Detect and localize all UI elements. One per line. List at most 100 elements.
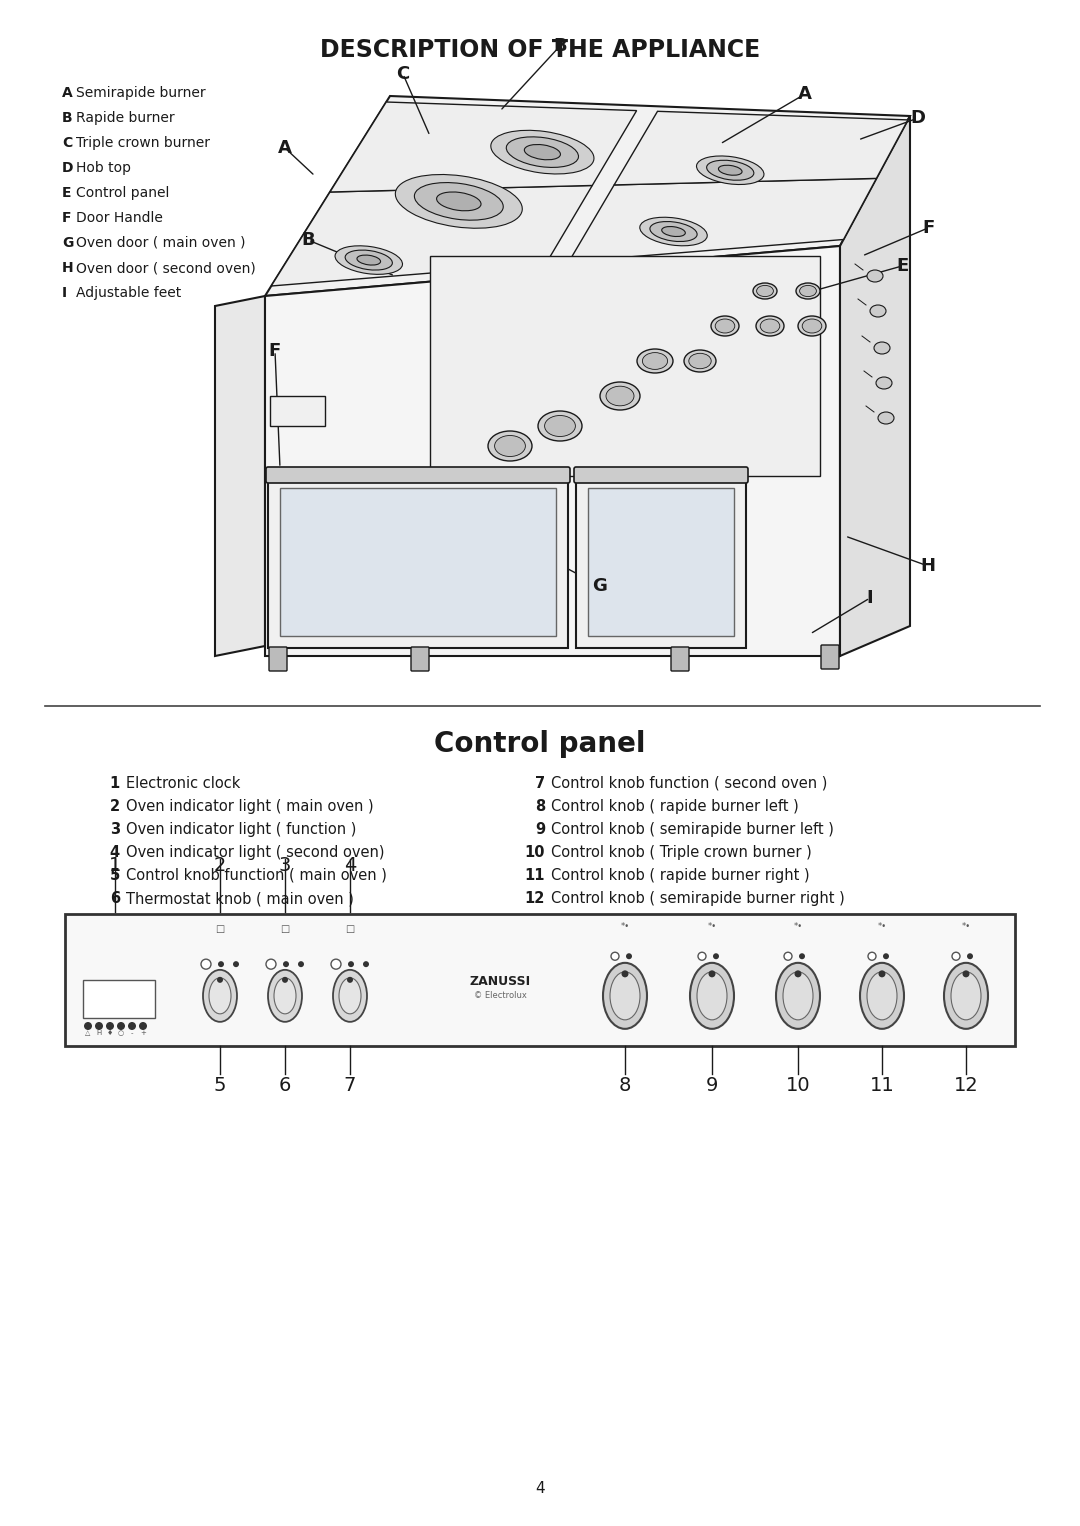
Text: 8: 8 xyxy=(535,800,545,813)
Text: 4: 4 xyxy=(343,856,356,874)
Text: Rapide burner: Rapide burner xyxy=(76,111,175,125)
Text: 7: 7 xyxy=(535,777,545,790)
Ellipse shape xyxy=(436,192,481,211)
Ellipse shape xyxy=(718,165,742,175)
FancyBboxPatch shape xyxy=(270,397,325,426)
Text: □: □ xyxy=(281,925,289,934)
Ellipse shape xyxy=(544,415,576,436)
Text: ○: ○ xyxy=(118,1030,124,1036)
Ellipse shape xyxy=(346,250,392,270)
Ellipse shape xyxy=(876,377,892,389)
Circle shape xyxy=(713,954,719,960)
Polygon shape xyxy=(569,179,876,262)
Ellipse shape xyxy=(684,349,716,372)
Polygon shape xyxy=(265,246,840,656)
Text: Control knob ( semirapide burner left ): Control knob ( semirapide burner left ) xyxy=(551,823,834,836)
Ellipse shape xyxy=(488,430,532,461)
Text: B: B xyxy=(301,230,314,249)
Circle shape xyxy=(878,971,886,977)
Ellipse shape xyxy=(662,226,686,237)
Text: Control knob ( semirapide burner right ): Control knob ( semirapide burner right ) xyxy=(551,891,845,906)
Polygon shape xyxy=(271,186,592,285)
Text: □: □ xyxy=(346,925,354,934)
Text: I: I xyxy=(62,285,67,301)
Circle shape xyxy=(282,977,288,983)
Ellipse shape xyxy=(878,412,894,424)
Circle shape xyxy=(283,961,289,967)
Text: *•: *• xyxy=(794,922,802,931)
Ellipse shape xyxy=(210,978,231,1013)
Text: Electronic clock: Electronic clock xyxy=(126,777,241,790)
Text: C: C xyxy=(62,136,72,150)
Text: Triple crown burner: Triple crown burner xyxy=(76,136,210,150)
Text: Door Handle: Door Handle xyxy=(76,211,163,224)
Text: 1: 1 xyxy=(110,777,120,790)
Text: 12: 12 xyxy=(954,1076,978,1096)
Ellipse shape xyxy=(802,319,822,333)
Text: B: B xyxy=(62,111,72,125)
Text: G: G xyxy=(62,237,73,250)
Circle shape xyxy=(611,952,619,960)
Text: Control knob function ( second oven ): Control knob function ( second oven ) xyxy=(551,777,827,790)
Text: Control panel: Control panel xyxy=(434,729,646,758)
Ellipse shape xyxy=(689,354,712,369)
Ellipse shape xyxy=(333,971,367,1022)
Circle shape xyxy=(106,1022,114,1030)
Text: Oven indicator light ( main oven ): Oven indicator light ( main oven ) xyxy=(126,800,374,813)
Ellipse shape xyxy=(874,342,890,354)
Text: Adjustable feet: Adjustable feet xyxy=(76,285,181,301)
Text: 5: 5 xyxy=(110,868,120,884)
Polygon shape xyxy=(840,116,910,656)
Text: A: A xyxy=(798,85,812,102)
Ellipse shape xyxy=(870,305,886,317)
Text: 5: 5 xyxy=(214,1076,226,1096)
Circle shape xyxy=(626,954,632,960)
Ellipse shape xyxy=(639,217,707,246)
Ellipse shape xyxy=(524,145,561,160)
Text: 4: 4 xyxy=(110,845,120,861)
Text: F: F xyxy=(62,211,71,224)
Ellipse shape xyxy=(783,972,813,1019)
Circle shape xyxy=(95,1022,103,1030)
Bar xyxy=(83,980,156,1018)
Polygon shape xyxy=(215,296,265,656)
Text: -: - xyxy=(131,1030,133,1036)
Text: 6: 6 xyxy=(279,1076,292,1096)
Text: 11: 11 xyxy=(525,868,545,884)
Ellipse shape xyxy=(490,130,594,174)
Text: Oven indicator light ( function ): Oven indicator light ( function ) xyxy=(126,823,356,836)
Circle shape xyxy=(784,952,792,960)
FancyBboxPatch shape xyxy=(588,488,734,636)
Circle shape xyxy=(868,952,876,960)
Circle shape xyxy=(201,960,211,969)
Ellipse shape xyxy=(610,972,640,1019)
Bar xyxy=(65,914,1015,1045)
Ellipse shape xyxy=(643,353,667,369)
Ellipse shape xyxy=(650,221,697,241)
Ellipse shape xyxy=(798,316,826,336)
Ellipse shape xyxy=(711,316,739,336)
Ellipse shape xyxy=(495,435,525,456)
FancyBboxPatch shape xyxy=(280,488,556,636)
Text: *•: *• xyxy=(961,922,971,931)
FancyBboxPatch shape xyxy=(576,476,746,649)
Polygon shape xyxy=(615,111,908,185)
Text: H: H xyxy=(62,261,73,275)
Text: D: D xyxy=(62,162,73,175)
FancyBboxPatch shape xyxy=(573,467,748,484)
Ellipse shape xyxy=(603,963,647,1029)
Ellipse shape xyxy=(637,349,673,372)
Ellipse shape xyxy=(753,282,777,299)
Ellipse shape xyxy=(335,246,403,275)
Circle shape xyxy=(233,961,239,967)
Circle shape xyxy=(951,952,960,960)
Circle shape xyxy=(708,971,715,977)
Text: 12: 12 xyxy=(525,891,545,906)
Text: *•: *• xyxy=(620,922,630,931)
Text: 7: 7 xyxy=(343,1076,356,1096)
Ellipse shape xyxy=(697,972,727,1019)
Text: △: △ xyxy=(85,1030,91,1036)
Text: ZANUSSI: ZANUSSI xyxy=(470,975,530,989)
Text: 3: 3 xyxy=(279,856,292,874)
FancyBboxPatch shape xyxy=(266,467,570,484)
